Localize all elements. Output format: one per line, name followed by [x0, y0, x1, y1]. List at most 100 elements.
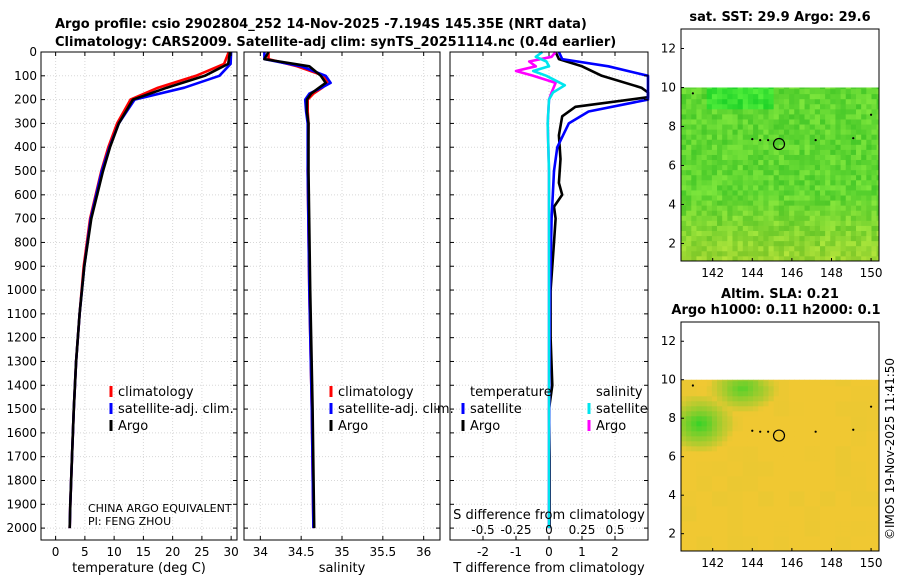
heatmap-cell: [768, 169, 775, 176]
heatmap-cell: [737, 475, 744, 482]
heatmap-cell: [681, 440, 687, 447]
heatmap-cell: [758, 505, 764, 512]
heatmap-cell: [711, 425, 718, 432]
heatmap-cell: [876, 490, 880, 497]
heatmap-cell: [809, 520, 816, 527]
heatmap-cell: [727, 440, 733, 447]
heatmap-cell: [768, 475, 775, 482]
heatmap-cell: [732, 510, 739, 517]
heatmap-cell: [753, 530, 759, 537]
heatmap-cell: [706, 546, 713, 552]
heatmap-cell: [835, 195, 841, 201]
y-tick-label: 1600: [6, 426, 37, 440]
heatmap-cell: [861, 390, 867, 397]
heatmap-cell: [732, 134, 739, 140]
heatmap-cell: [717, 415, 723, 422]
heatmap-cell: [840, 535, 847, 542]
heatmap-cell: [732, 144, 739, 150]
y-tick-label: 0: [29, 45, 37, 59]
heatmap-cell: [825, 385, 831, 392]
heatmap-cell: [758, 380, 764, 387]
heatmap-cell: [783, 495, 790, 502]
heatmap-cell: [809, 530, 816, 537]
heatmap-cell: [830, 500, 836, 507]
heatmap-cell: [681, 174, 687, 181]
heatmap-cell: [845, 546, 852, 552]
heatmap-cell: [686, 520, 692, 527]
heatmap-cell: [711, 134, 718, 140]
heatmap-cell: [794, 220, 800, 226]
heatmap-cell: [804, 215, 811, 221]
heatmap-cell: [681, 205, 687, 211]
heatmap-cell: [717, 540, 723, 547]
heatmap-cell: [825, 420, 831, 427]
heatmap-cell: [763, 460, 769, 467]
heatmap-cell: [732, 114, 739, 120]
heatmap-cell: [778, 169, 785, 176]
heatmap-cell: [681, 200, 687, 206]
heatmap-cell: [856, 240, 862, 247]
heatmap-cell: [825, 500, 831, 507]
heatmap-cell: [804, 546, 811, 552]
heatmap-cell: [701, 250, 708, 257]
heatmap-cell: [773, 250, 780, 257]
heatmap-cell: [830, 184, 836, 191]
heatmap-cell: [866, 200, 872, 206]
heatmap-cell: [783, 98, 790, 105]
heatmap-cell: [717, 179, 723, 186]
heatmap-cell: [820, 215, 826, 221]
heatmap-cell: [820, 149, 826, 155]
heatmap-cell: [742, 235, 749, 242]
y-tick-label: 1000: [6, 283, 37, 297]
heatmap-cell: [835, 390, 841, 397]
heatmap-cell: [747, 535, 754, 542]
heatmap-cell: [753, 108, 759, 115]
heatmap-cell: [783, 390, 790, 397]
heatmap-cell: [691, 210, 697, 216]
heatmap-cell: [747, 250, 754, 257]
heatmap-cell: [783, 114, 790, 120]
heatmap-cell: [753, 450, 759, 457]
heatmap-cell: [686, 200, 692, 206]
heatmap-cell: [768, 515, 775, 522]
heatmap-cell: [830, 230, 836, 237]
heatmap-cell: [850, 440, 857, 447]
heatmap-cell: [773, 420, 780, 427]
heatmap-cell: [732, 200, 739, 206]
heatmap-cell: [778, 250, 785, 257]
heatmap-cell: [701, 425, 708, 432]
heatmap-cell: [876, 410, 880, 417]
heatmap-cell: [763, 179, 769, 186]
heatmap-cell: [850, 435, 857, 442]
heatmap-cell: [809, 379, 816, 382]
heatmap-cell: [850, 395, 857, 402]
heatmap-cell: [820, 230, 826, 237]
heatmap-cell: [763, 184, 769, 191]
heatmap-cell: [691, 169, 697, 176]
heatmap-cell: [722, 210, 728, 216]
heatmap-cell: [732, 415, 739, 422]
heatmap-cell: [681, 385, 687, 392]
heatmap-cell: [866, 98, 872, 105]
heatmap-cell: [773, 385, 780, 392]
heatmap-cell: [701, 98, 708, 105]
heatmap-cell: [727, 546, 733, 552]
heatmap-cell: [871, 440, 878, 447]
heatmap-cell: [866, 385, 872, 392]
heatmap-cell: [758, 530, 764, 537]
heatmap-cell: [876, 400, 880, 407]
heatmap-cell: [717, 510, 723, 517]
heatmap-cell: [861, 205, 867, 211]
heatmap-cell: [850, 525, 857, 532]
heatmap-cell: [717, 490, 723, 497]
heatmap-cell: [686, 210, 692, 216]
heatmap-cell: [706, 510, 713, 517]
heatmap-cell: [778, 485, 785, 492]
heatmap-cell: [866, 495, 872, 502]
heatmap-cell: [737, 154, 744, 161]
heatmap-cell: [691, 440, 697, 447]
heatmap-cell: [727, 195, 733, 201]
heatmap-cell: [753, 515, 759, 522]
heatmap-cell: [778, 240, 785, 247]
heatmap-cell: [876, 415, 880, 422]
